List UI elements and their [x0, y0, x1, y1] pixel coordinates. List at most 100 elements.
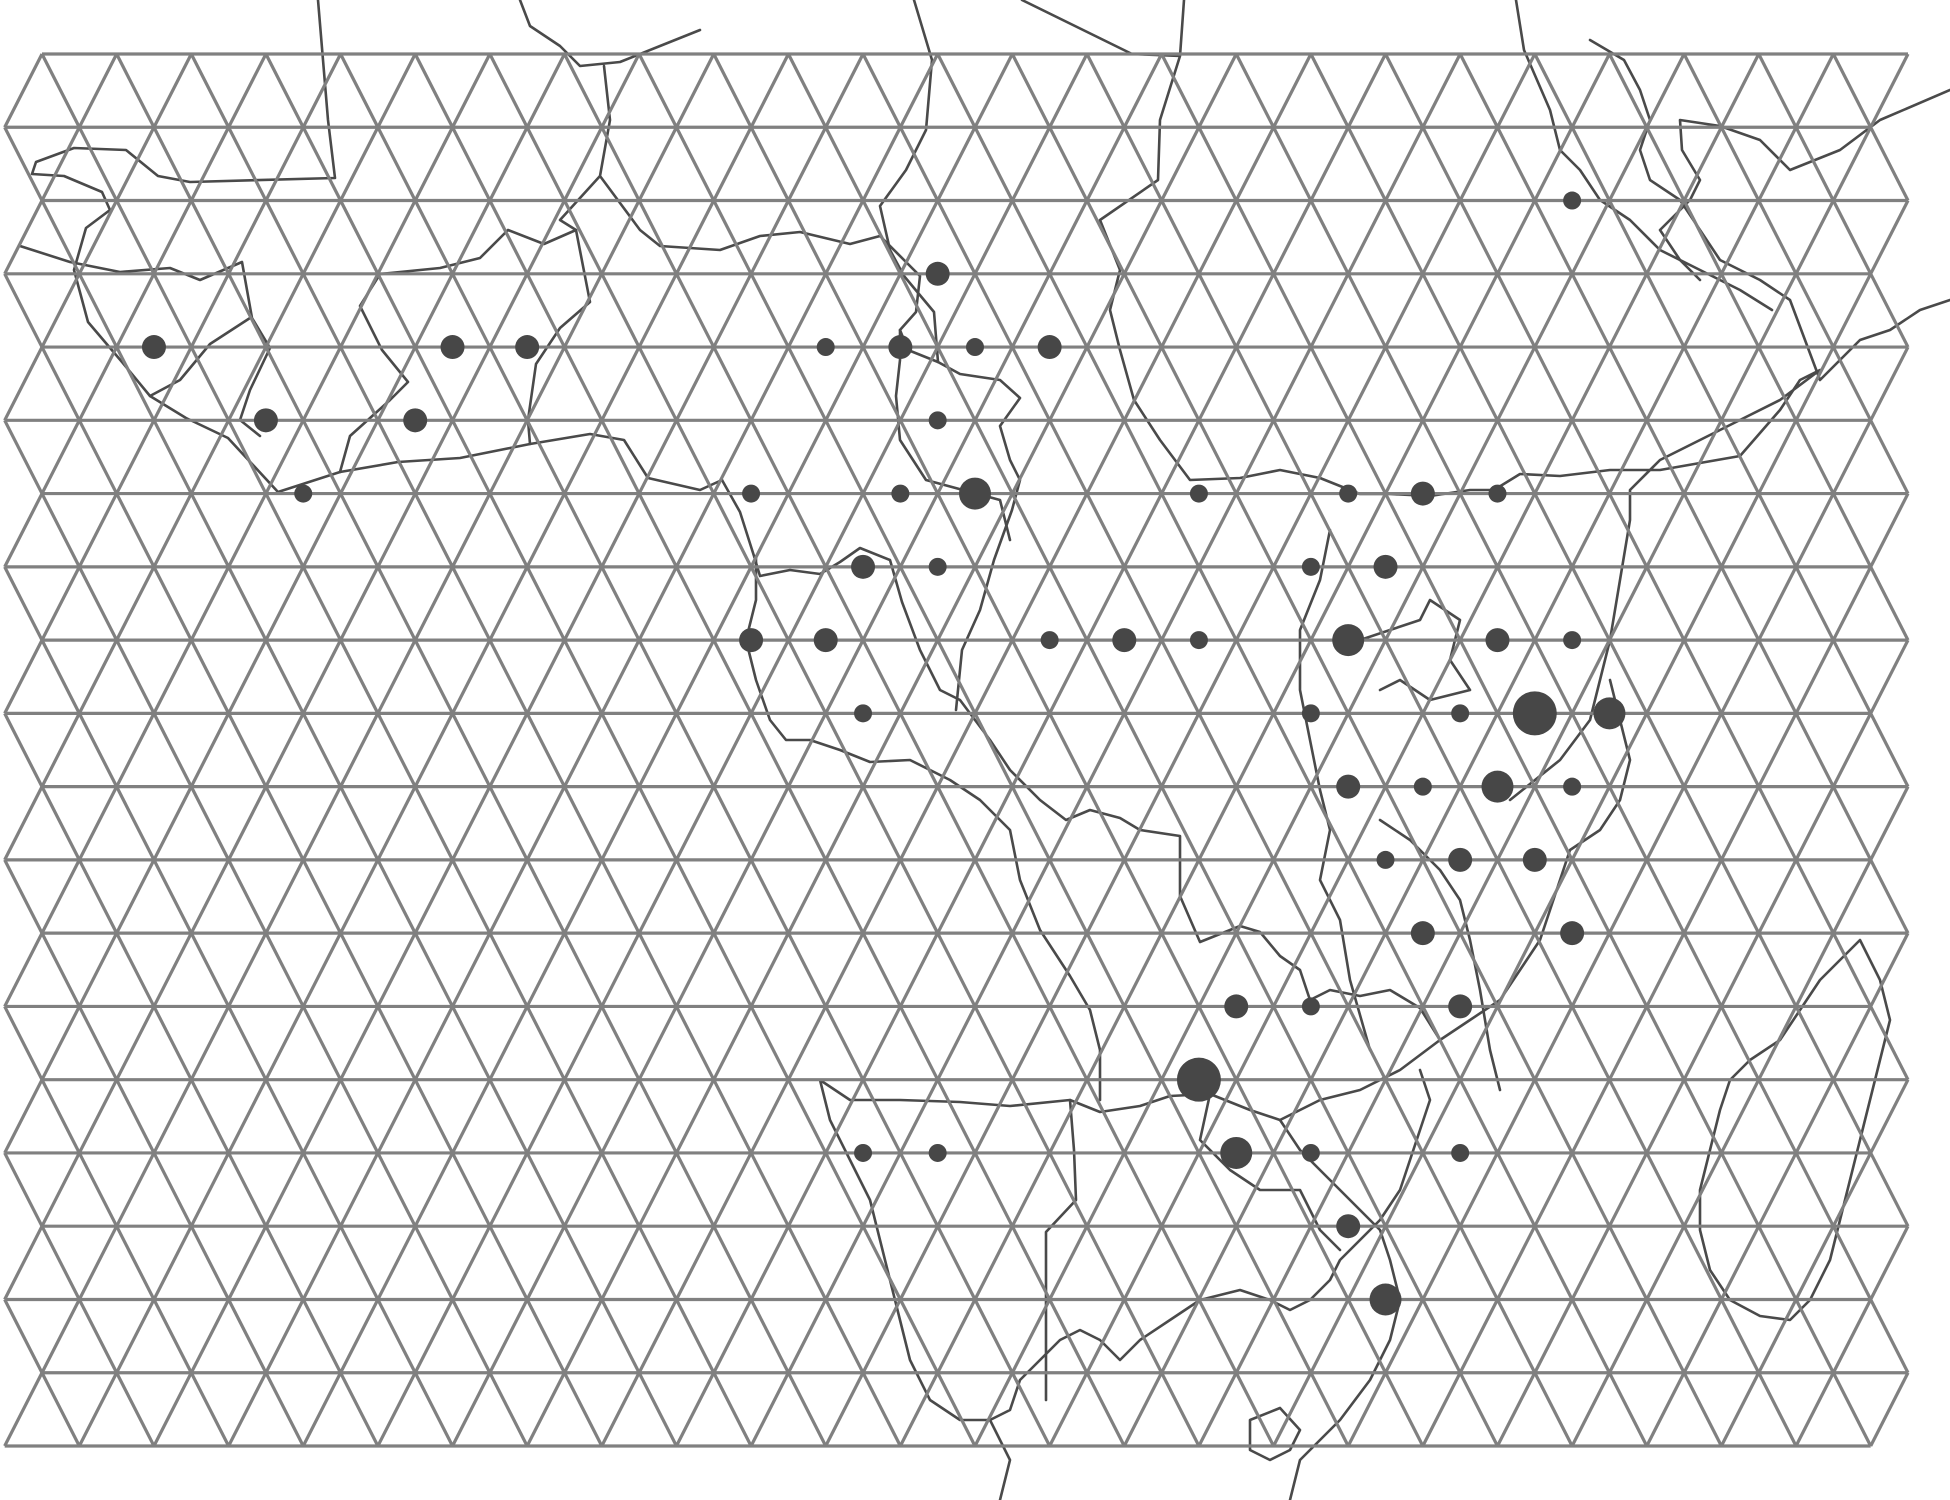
grid-diagonal-line	[1197, 53, 1238, 128]
grid-diagonal-line	[1309, 712, 1350, 788]
grid-diagonal-line	[563, 712, 604, 788]
grid-diagonal-line	[115, 566, 156, 641]
grid-diagonal-line	[1048, 492, 1089, 568]
grid-diagonal-line	[563, 566, 604, 641]
grid-diagonal-line	[3, 712, 44, 788]
grid-diagonal-line	[3, 346, 44, 422]
grid-diagonal-line	[40, 712, 81, 788]
grid-diagonal-line	[301, 126, 342, 202]
grid-diagonal-line	[1682, 785, 1723, 861]
grid-diagonal-line	[936, 419, 977, 495]
grid-diagonal-line	[1197, 419, 1238, 495]
grid-diagonal-line	[1122, 785, 1164, 861]
grid-diagonal-line	[77, 273, 119, 348]
grid-diagonal-line	[339, 712, 380, 788]
grid-diagonal-line	[1309, 419, 1350, 495]
grid-diagonal-line	[1533, 1078, 1574, 1154]
grid-diagonal-line	[40, 199, 81, 275]
grid-diagonal-line	[563, 1152, 604, 1227]
grid-diagonal-line	[264, 346, 305, 422]
grid-diagonal-line	[451, 1372, 492, 1447]
grid-diagonal-line	[1496, 859, 1537, 934]
grid-diagonal-line	[936, 273, 977, 348]
grid-diagonal-line	[675, 1225, 716, 1301]
grid-diagonal-line	[40, 419, 81, 495]
grid-diagonal-line	[339, 1298, 380, 1374]
grid-diagonal-line	[824, 346, 865, 422]
grid-diagonal-line	[1234, 1298, 1275, 1374]
grid-diagonal-line	[786, 1078, 828, 1154]
grid-diagonal-line	[1160, 1152, 1201, 1227]
site-point	[1451, 1143, 1470, 1162]
grid-diagonal-line	[1048, 419, 1089, 495]
site-point	[1488, 484, 1507, 503]
grid-diagonal-line	[1085, 419, 1126, 495]
grid-diagonal-line	[1570, 199, 1611, 275]
grid-diagonal-line	[1608, 126, 1649, 202]
grid-diagonal-line	[973, 932, 1014, 1008]
site-point	[891, 484, 910, 503]
grid-diagonal-line	[1533, 1372, 1574, 1447]
site-point	[1301, 557, 1320, 576]
grid-diagonal-line	[488, 1078, 529, 1154]
grid-diagonal-line	[451, 126, 492, 202]
grid-diagonal-line	[824, 1372, 865, 1447]
site-point	[141, 335, 166, 360]
grid-diagonal-line	[861, 492, 902, 568]
grid-diagonal-line	[1533, 346, 1574, 422]
grid-diagonal-line	[675, 932, 716, 1008]
grid-diagonal-line	[637, 492, 678, 568]
site-point	[813, 628, 838, 653]
grid-diagonal-line	[1160, 785, 1201, 861]
grid-diagonal-line	[488, 932, 529, 1008]
grid-diagonal-line	[488, 639, 529, 715]
grid-diagonal-line	[898, 492, 940, 568]
grid-diagonal-line	[1197, 126, 1238, 202]
grid-diagonal-line	[488, 1298, 529, 1374]
grid-diagonal-line	[1272, 859, 1313, 934]
grid-diagonal-line	[77, 932, 119, 1008]
grid-diagonal-line	[1533, 53, 1574, 128]
grid-diagonal-line	[189, 1078, 231, 1154]
grid-diagonal-line	[1272, 932, 1313, 1008]
grid-diagonal-line	[413, 126, 454, 202]
grid-diagonal-line	[712, 1005, 753, 1081]
grid-diagonal-line	[3, 199, 44, 275]
grid-diagonal-line	[1794, 712, 1835, 788]
grid-diagonal-line	[301, 859, 342, 934]
grid-diagonal-line	[1831, 566, 1873, 641]
grid-diagonal-line	[152, 492, 193, 568]
grid-diagonal-line	[1608, 199, 1649, 275]
grid-diagonal-line	[227, 1005, 268, 1081]
grid-diagonal-line	[936, 932, 977, 1008]
grid-diagonal-line	[600, 53, 641, 128]
grid-diagonal-line	[189, 566, 231, 641]
grid-diagonal-line	[1346, 712, 1387, 788]
grid-diagonal-line	[1122, 1372, 1164, 1447]
grid-diagonal-line	[301, 1225, 342, 1301]
grid-diagonal-line	[1645, 859, 1686, 934]
grid-diagonal-line	[749, 712, 790, 788]
grid-diagonal-line	[339, 1078, 380, 1154]
grid-diagonal-line	[301, 1298, 342, 1374]
grid-diagonal-line	[1346, 785, 1387, 861]
grid-diagonal-line	[1608, 273, 1649, 348]
grid-diagonal-line	[824, 126, 865, 202]
grid-diagonal-line	[1421, 419, 1462, 495]
grid-diagonal-line	[1272, 639, 1313, 715]
grid-diagonal-line	[786, 712, 828, 788]
grid-diagonal-line	[1197, 1225, 1238, 1301]
grid-diagonal-line	[189, 785, 231, 861]
grid-diagonal-line	[936, 1078, 977, 1154]
grid-diagonal-line	[1608, 492, 1649, 568]
site-point	[1220, 1136, 1253, 1169]
grid-diagonal-line	[861, 1005, 902, 1081]
grid-diagonal-line	[1682, 1152, 1723, 1227]
grid-diagonal-line	[264, 859, 305, 934]
grid-diagonal-line	[786, 273, 828, 348]
grid-diagonal-line	[1234, 419, 1275, 495]
grid-diagonal-line	[1048, 199, 1089, 275]
grid-diagonal-line	[1458, 1005, 1499, 1081]
grid-diagonal-line	[1048, 859, 1089, 934]
grid-diagonal-line	[339, 566, 380, 641]
